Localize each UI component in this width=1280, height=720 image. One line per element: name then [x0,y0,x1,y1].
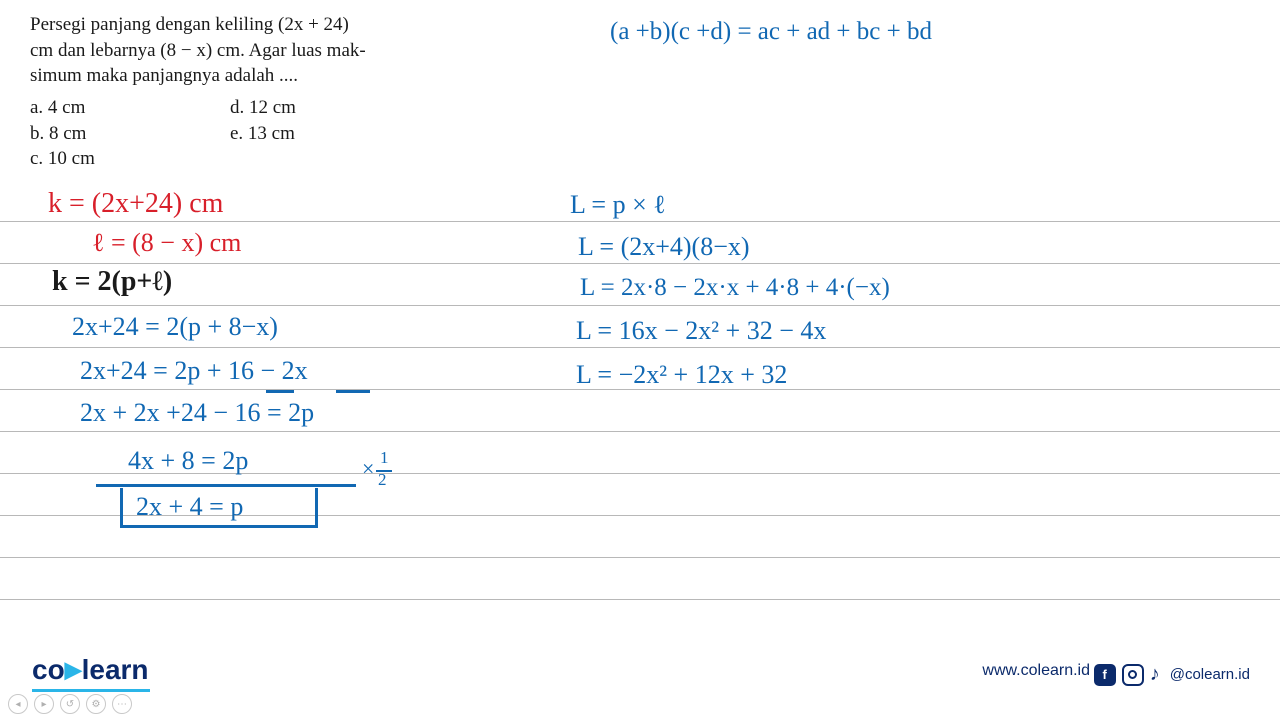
option-a: a. 4 cm [30,95,230,121]
options: a. 4 cm b. 8 cm c. 10 cm d. 12 cm e. 13 … [30,95,450,172]
social-handle: @colearn.id [1170,666,1250,683]
page: Persegi panjang dengan keliling (2x + 24… [0,0,1280,720]
prev-button[interactable]: ◂ [8,694,28,714]
underline-16 [266,390,294,393]
division-line [96,484,356,487]
instagram-icon[interactable] [1122,664,1144,686]
answer-box [120,488,318,528]
k-given: k = (2x+24) cm [48,188,223,220]
option-c: c. 10 cm [30,146,230,172]
option-b: b. 8 cm [30,121,230,147]
options-col-2: d. 12 cm e. 13 cm [230,95,390,172]
question-block: Persegi panjang dengan keliling (2x + 24… [30,12,450,172]
identity-formula: (a +b)(c +d) = ac + ad + bc + bd [610,18,932,46]
L-4: L = −2x² + 12x + 32 [576,360,787,390]
option-e: e. 13 cm [230,121,390,147]
eq-4: 4x + 8 = 2p [128,446,248,476]
eq-2: 2x+24 = 2p + 16 − 2x [80,356,308,386]
question-line-1: Persegi panjang dengan keliling (2x + 24… [30,12,450,38]
half-top: 1 [380,448,389,468]
L-1: L = (2x+4)(8−x) [578,232,750,262]
replay-button[interactable]: ↺ [60,694,80,714]
logo-play-icon: ▶ [65,657,82,683]
times-half: × [362,456,374,482]
more-button[interactable]: ⋯ [112,694,132,714]
player-controls: ◂ ▸ ↺ ⚙ ⋯ [8,694,132,714]
tiktok-icon[interactable]: ♪ [1150,663,1160,686]
facebook-icon[interactable]: f [1094,664,1116,686]
settings-button[interactable]: ⚙ [86,694,106,714]
eq-1: 2x+24 = 2(p + 8−x) [72,312,278,342]
logo-learn: learn [82,654,149,685]
footer: co▶learn www.colearn.id f ♪ @colearn.id [0,652,1280,708]
logo-co: co [32,654,65,685]
logo: co▶learn [32,654,149,686]
question-line-2: cm dan lebarnya (8 − x) cm. Agar luas ma… [30,38,450,64]
k-formula: k = 2(p+ℓ) [52,266,172,298]
L-3: L = 16x − 2x² + 32 − 4x [576,316,826,346]
L-def: L = p × ℓ [570,190,666,220]
logo-underline [32,689,150,692]
L-2: L = 2x·8 − 2x·x + 4·8 + 4·(−x) [580,274,890,302]
social-block: f ♪ @colearn.id [1094,663,1250,686]
question-line-3: simum maka panjangnya adalah .... [30,63,450,89]
next-button[interactable]: ▸ [34,694,54,714]
l-given: ℓ = (8 − x) cm [92,228,241,258]
eq-3: 2x + 2x +24 − 16 = 2p [80,398,314,428]
footer-url: www.colearn.id [982,662,1090,680]
option-d: d. 12 cm [230,95,390,121]
underline-2x [336,390,370,393]
half-bot: 2 [378,470,387,490]
options-col-1: a. 4 cm b. 8 cm c. 10 cm [30,95,230,172]
